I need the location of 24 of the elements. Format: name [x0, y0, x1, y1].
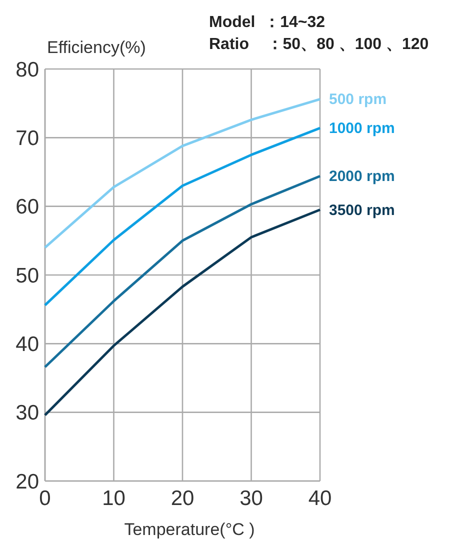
y-axis-title: Efficiency(%) [47, 38, 146, 57]
x-tick-label: 20 [170, 487, 194, 510]
line-series [44, 174, 322, 368]
text: Ratio ：50、80 、100 、120 [209, 36, 429, 53]
y-tick-label: 60 [16, 196, 39, 219]
y-tick-label: 20 [16, 470, 39, 494]
x-tick-label: 40 [308, 487, 332, 510]
x-tick-label: 30 [240, 487, 263, 510]
text: Model ：14~32 [209, 14, 326, 31]
series-label: 500 rpm [329, 91, 387, 108]
x-tick-label: 10 [102, 487, 126, 510]
y-tick-label: 50 [16, 264, 39, 288]
series-label: 2000 rpm [329, 168, 395, 186]
y-tick-label: 40 [16, 333, 39, 356]
line-series [44, 208, 322, 416]
x-tick-label: 0 [39, 487, 51, 510]
y-tick-label: 30 [16, 402, 39, 425]
series-label: 1000 rpm [329, 120, 395, 138]
y-tick-label: 70 [16, 127, 39, 150]
y-tick-label: 80 [16, 58, 39, 82]
line-series [44, 98, 322, 249]
x-axis-title: Temperature(°C ) [124, 520, 255, 539]
line-series [44, 126, 322, 306]
series-label: 3500 rpm [329, 202, 395, 219]
